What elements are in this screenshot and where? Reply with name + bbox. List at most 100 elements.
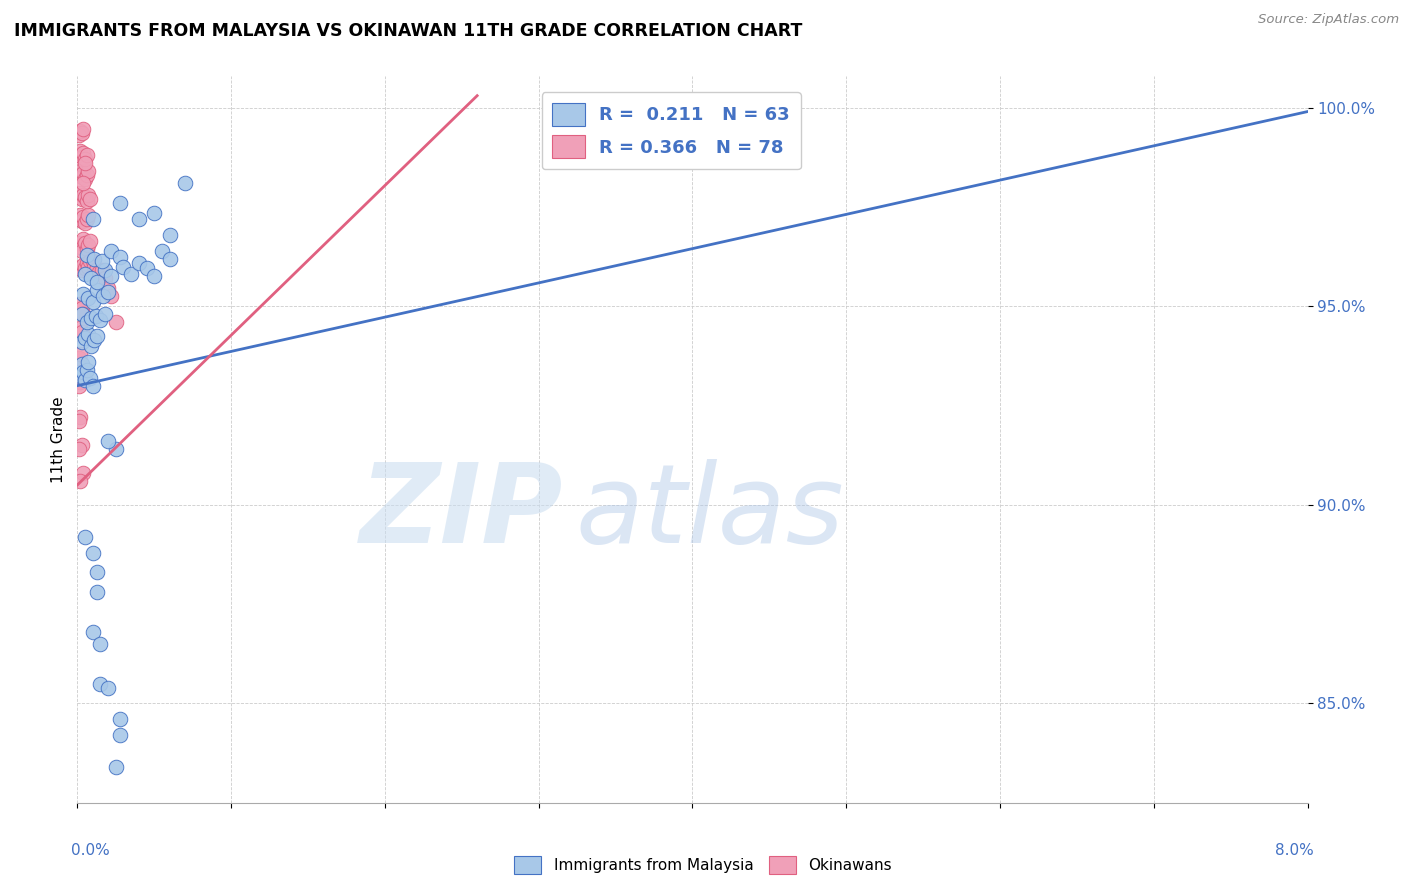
Point [86,585,108,599]
Point [89,313,111,327]
Point [69,474,91,488]
Point [73,373,96,387]
Point [70,170,93,185]
Point [72,188,94,202]
Point [143,269,166,284]
Point [76,247,98,261]
Point [94,263,117,277]
Point [135,261,157,276]
Point [159,252,181,266]
Point [67,211,90,226]
Point [72,258,94,272]
Point [82,295,104,310]
Point [67,168,90,182]
Point [110,712,132,726]
Point [110,728,132,742]
Y-axis label: 11th Grade: 11th Grade [51,396,66,483]
Point [70,325,93,339]
Point [69,208,91,222]
Point [90,263,114,277]
Text: ZIP: ZIP [360,458,564,566]
Point [76,211,98,226]
Point [77,355,100,369]
Point [77,326,100,341]
Point [128,255,150,269]
Text: Source: ZipAtlas.com: Source: ZipAtlas.com [1258,13,1399,27]
Point [70,334,93,349]
Point [72,210,94,224]
Point [73,235,96,250]
Point [77,237,100,252]
Point [82,211,104,226]
Point [94,271,117,285]
Point [90,253,114,268]
Point [70,150,93,164]
Point [76,255,98,269]
Point [89,637,111,651]
Point [72,122,94,136]
Point [69,368,91,383]
Point [67,190,90,204]
Point [97,681,120,695]
Point [72,232,94,246]
Point [93,289,115,303]
Point [77,188,100,202]
Point [70,192,93,206]
Point [69,297,91,311]
Point [73,261,96,276]
Point [143,206,166,220]
Point [84,309,107,323]
Point [72,146,94,161]
Point [86,283,108,297]
Point [69,145,91,159]
Point [69,240,91,254]
Point [70,127,93,141]
Point [80,271,103,285]
Point [73,156,96,170]
Point [79,234,101,248]
Point [72,176,94,190]
Point [83,333,105,347]
Point [87,265,110,279]
Point [69,260,91,274]
Point [110,250,132,264]
Point [73,530,96,544]
Point [76,168,98,182]
Point [97,285,120,300]
Point [67,442,90,457]
Point [79,370,101,384]
Point [72,287,94,301]
Point [82,378,104,392]
Point [97,434,120,449]
Point [67,414,90,428]
Text: atlas: atlas [575,458,844,566]
Point [120,268,142,282]
Point [73,216,96,230]
Point [69,375,91,389]
Point [67,128,90,143]
Point [70,214,93,228]
Point [104,760,127,774]
Point [174,176,197,190]
Point [77,291,100,305]
Point [79,192,101,206]
Text: IMMIGRANTS FROM MALAYSIA VS OKINAWAN 11TH GRADE CORRELATION CHART: IMMIGRANTS FROM MALAYSIA VS OKINAWAN 11T… [14,22,803,40]
Point [110,196,132,211]
Point [76,194,98,208]
Point [86,566,108,580]
Legend: Immigrants from Malaysia, Okinawans: Immigrants from Malaysia, Okinawans [508,850,898,880]
Point [84,263,107,277]
Point [70,307,93,321]
Point [76,363,98,377]
Point [82,253,104,268]
Point [73,172,96,186]
Point [97,281,120,295]
Point [76,315,98,329]
Point [86,329,108,343]
Point [97,871,120,886]
Point [67,303,90,318]
Point [70,244,93,258]
Point [104,315,127,329]
Point [83,260,105,274]
Point [89,676,111,690]
